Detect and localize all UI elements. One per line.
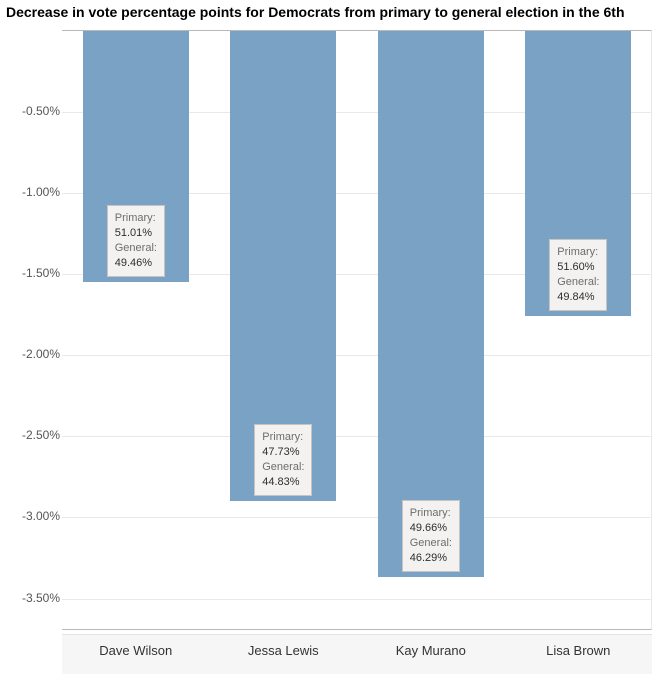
callout-primary-value: 51.60%	[557, 261, 594, 273]
bar-callout: Primary: 49.66% General: 46.29%	[402, 500, 460, 571]
x-axis-label: Jessa Lewis	[248, 643, 319, 658]
x-axis-labels: Dave Wilson Jessa Lewis Kay Murano Lisa Bro…	[62, 634, 652, 674]
callout-general-value: 44.83%	[262, 476, 299, 488]
callout-general-value: 49.84%	[557, 291, 594, 303]
bar-callout: Primary: 51.01% General: 49.46%	[107, 205, 165, 276]
callout-general-label: General:	[557, 276, 599, 288]
plot-area: Primary: 51.01% General: 49.46% Primary: 47.7…	[62, 30, 652, 630]
x-axis-label: Lisa Brown	[546, 643, 610, 658]
callout-primary-value: 49.66%	[410, 522, 447, 534]
callout-primary-label: Primary:	[115, 212, 156, 224]
y-tick-label: -3.50%	[4, 591, 60, 605]
y-tick-label: -2.50%	[4, 428, 60, 442]
callout-primary-label: Primary:	[557, 246, 598, 258]
y-tick-label: -1.50%	[4, 266, 60, 280]
x-axis-label: Dave Wilson	[99, 643, 172, 658]
chart-container: Decrease in vote percentage points for D…	[0, 0, 660, 678]
y-tick-label: -1.00%	[4, 185, 60, 199]
y-tick-label: -2.00%	[4, 347, 60, 361]
grid-line	[62, 599, 651, 600]
grid-line	[62, 355, 651, 356]
grid-line	[62, 517, 651, 518]
callout-general-label: General:	[262, 461, 304, 473]
y-tick-label: -0.50%	[4, 104, 60, 118]
callout-primary-label: Primary:	[410, 507, 451, 519]
chart-title: Decrease in vote percentage points for D…	[6, 4, 625, 20]
callout-general-label: General:	[410, 537, 452, 549]
y-tick-label: -3.00%	[4, 509, 60, 523]
bar-callout: Primary: 51.60% General: 49.84%	[549, 239, 607, 310]
callout-primary-value: 47.73%	[262, 446, 299, 458]
callout-general-value: 49.46%	[115, 257, 152, 269]
bar	[378, 31, 484, 577]
grid-line	[62, 436, 651, 437]
callout-general-label: General:	[115, 242, 157, 254]
x-axis-label: Kay Murano	[396, 643, 466, 658]
bar-callout: Primary: 47.73% General: 44.83%	[254, 424, 312, 495]
callout-primary-value: 51.01%	[115, 227, 152, 239]
callout-general-value: 46.29%	[410, 552, 447, 564]
callout-primary-label: Primary:	[262, 431, 303, 443]
